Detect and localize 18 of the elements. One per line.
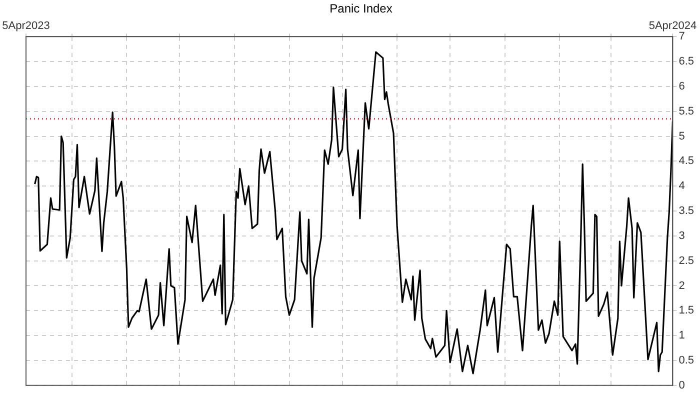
y-tick-label: 4.5 [678, 155, 694, 168]
y-tick-label: 5 [678, 130, 685, 142]
y-tick-label: 7 [678, 30, 685, 43]
y-tick-label: 1.5 [678, 304, 694, 317]
y-tick-label: 6.5 [678, 56, 694, 68]
y-tick-label: 0 [678, 379, 685, 392]
y-tick-label: 1 [678, 330, 685, 342]
y-tick-label: 4 [678, 180, 685, 192]
y-tick-label: 6 [678, 80, 685, 92]
x-tick-label: 5Apr2024 [648, 20, 697, 32]
y-tick-label: 2.5 [678, 254, 694, 267]
chart-title: Panic Index [330, 2, 392, 16]
y-tick-label: 3.5 [678, 205, 694, 218]
x-tick-label: 5Apr2023 [2, 20, 50, 32]
y-tick-label: 0.5 [678, 354, 694, 367]
y-tick-label: 5.5 [678, 105, 694, 118]
y-tick-label: 3 [678, 230, 685, 242]
y-tick-label: 2 [678, 280, 685, 292]
